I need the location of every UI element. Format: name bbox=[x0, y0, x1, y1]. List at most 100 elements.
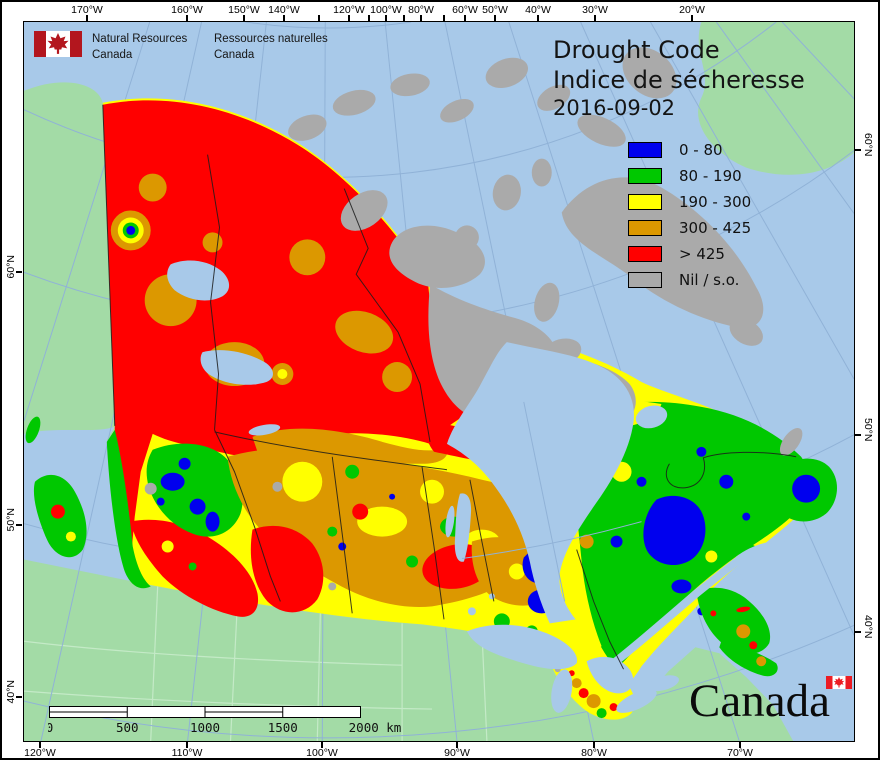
bc-green-dot bbox=[188, 562, 197, 571]
lon-label-bottom: 70°W bbox=[727, 747, 753, 759]
legend-row: Nil / s.o. bbox=[628, 267, 751, 293]
gulf-st-lawrence bbox=[736, 541, 822, 608]
lon-label-bottom: 110°W bbox=[171, 747, 203, 759]
nova-scotia-green bbox=[719, 641, 778, 677]
lon-label-top: 50°W bbox=[482, 4, 508, 16]
lon-label-top: 170°W bbox=[71, 4, 103, 16]
lat-tick-right bbox=[855, 631, 861, 633]
greenland-land bbox=[698, 22, 854, 175]
lon-tick-top bbox=[348, 15, 350, 21]
lon-label-top: 30°W bbox=[582, 4, 608, 16]
prairie-green-dots bbox=[327, 464, 419, 568]
maritimes-orange-spot2 bbox=[756, 656, 767, 667]
prairie-blue-dot bbox=[338, 542, 347, 551]
lat-tick-left bbox=[16, 271, 22, 273]
lake-winnipegosis bbox=[445, 505, 455, 538]
lat-label-right: 50°N bbox=[862, 418, 874, 442]
lon-tick-top-minor bbox=[368, 15, 370, 21]
anticosti-island bbox=[731, 544, 755, 555]
lon-tick-top bbox=[537, 15, 539, 21]
map-title-block: Drought Code Indice de sécheresse 2016-0… bbox=[553, 35, 805, 122]
maritimes-red-spot bbox=[749, 641, 758, 650]
lon-label-top: 160°W bbox=[171, 4, 203, 16]
nwt-nunavut-border bbox=[343, 188, 431, 442]
lon-tick-top bbox=[494, 15, 496, 21]
lon-label-top: 120°W bbox=[333, 4, 365, 16]
ontario-quebec-border bbox=[576, 549, 625, 670]
sask-south-red bbox=[250, 525, 324, 613]
lake-winnipeg bbox=[454, 493, 472, 562]
haida-gwaii bbox=[25, 416, 41, 444]
newfoundland-blue-core bbox=[792, 474, 821, 503]
alberta-blue-patches bbox=[156, 457, 220, 532]
lake-erie bbox=[616, 689, 657, 713]
lon-tick-bottom bbox=[739, 742, 741, 748]
lon-label-bottom: 100°W bbox=[306, 747, 338, 759]
province-borders bbox=[102, 104, 797, 670]
banks-island bbox=[340, 190, 388, 231]
lon-label-top: 80°W bbox=[408, 4, 434, 16]
legend-swatch-80-190 bbox=[628, 168, 662, 184]
lon-label-top: 40°W bbox=[525, 4, 551, 16]
legend-row: 190 - 300 bbox=[628, 189, 751, 215]
signature-fr-line1: Ressources naturelles bbox=[214, 33, 328, 45]
lon-label-bottom: 120°W bbox=[24, 747, 56, 759]
legend-label: 300 - 425 bbox=[679, 219, 752, 237]
lon-tick-top bbox=[464, 15, 466, 21]
lon-label-bottom: 90°W bbox=[444, 747, 470, 759]
vi-yellow-spot bbox=[65, 531, 76, 542]
legend-row: 0 - 80 bbox=[628, 137, 751, 163]
legend-label: > 425 bbox=[679, 245, 725, 263]
vi-red-spot bbox=[50, 504, 65, 519]
pei bbox=[736, 606, 751, 613]
lake-superior bbox=[466, 624, 578, 670]
ontario-yellow-core bbox=[508, 563, 525, 580]
legend-swatch-190-300 bbox=[628, 194, 662, 210]
scale-bar: 0 500 1000 1500 2000 km bbox=[46, 705, 428, 739]
lon-tick-top-minor bbox=[443, 15, 445, 21]
boothia bbox=[534, 282, 560, 322]
lon-tick-top bbox=[186, 15, 188, 21]
maritimes-green bbox=[696, 587, 771, 654]
legend-label: Nil / s.o. bbox=[679, 271, 740, 289]
lon-tick-top bbox=[385, 15, 387, 21]
lon-tick-top bbox=[86, 15, 88, 21]
southern-ontario-wedge bbox=[546, 652, 635, 720]
baffin-island bbox=[561, 177, 764, 328]
lake-athabasca bbox=[248, 424, 281, 436]
gray-dot-prairie2 bbox=[328, 582, 337, 591]
map-date: 2016-09-02 bbox=[553, 96, 676, 120]
wordmark-flag-icon bbox=[826, 676, 852, 689]
lon-tick-bottom bbox=[593, 742, 595, 748]
sask-manitoba-border bbox=[421, 466, 445, 620]
legend-swatch-gt-425 bbox=[628, 246, 662, 262]
lon-tick-top bbox=[594, 15, 596, 21]
prairie-blue-dot2 bbox=[389, 493, 396, 500]
legend-label: 80 - 190 bbox=[679, 167, 742, 185]
lat-tick-left bbox=[16, 696, 22, 698]
lat-label-left: 40°N bbox=[5, 680, 17, 704]
arctic-islands bbox=[288, 47, 764, 366]
gray-dot-prairie bbox=[272, 481, 283, 492]
lon-tick-top bbox=[420, 15, 422, 21]
bullseye-small bbox=[271, 363, 294, 385]
legend-swatch-nil bbox=[628, 272, 662, 288]
legend-label: 0 - 80 bbox=[679, 141, 723, 159]
lat-label-left: 60°N bbox=[5, 255, 17, 279]
bc-coast-green-strip bbox=[106, 429, 151, 589]
lon-label-top: 150°W bbox=[228, 4, 260, 16]
ontario-lake-dot bbox=[467, 607, 476, 616]
st-lawrence-river bbox=[609, 555, 744, 668]
map-title-en: Drought Code bbox=[553, 36, 720, 64]
quebec-blue-central bbox=[643, 495, 706, 566]
bc-alberta-border bbox=[214, 429, 281, 602]
red-spot-central bbox=[352, 503, 369, 520]
lat-label-left: 50°N bbox=[5, 508, 17, 532]
bay-graticule bbox=[461, 401, 642, 602]
lon-label-top: 100°W bbox=[370, 4, 402, 16]
manitoba-ontario-border bbox=[469, 479, 495, 602]
legend-swatch-0-80 bbox=[628, 142, 662, 158]
canada-flag-icon bbox=[34, 31, 82, 57]
great-bear-lake bbox=[167, 260, 230, 301]
lon-tick-bottom bbox=[186, 742, 188, 748]
